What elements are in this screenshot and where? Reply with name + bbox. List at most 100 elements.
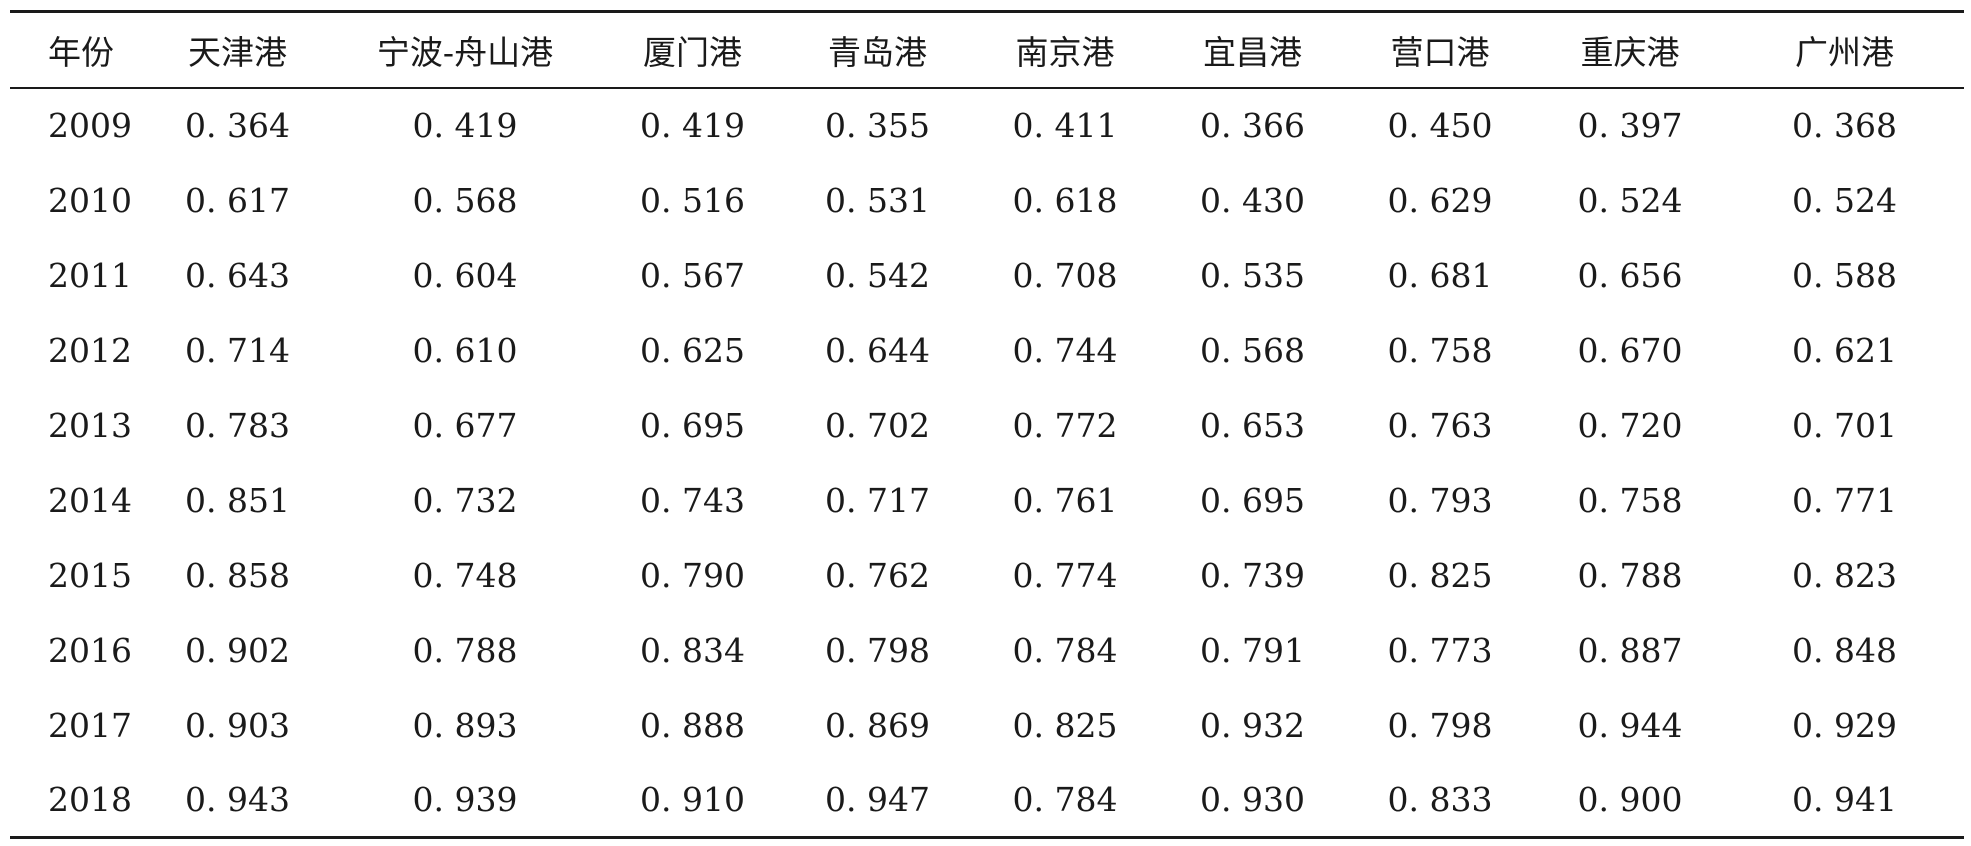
cell-yichang: 0. 430: [1200, 180, 1305, 220]
cell-nanjing: 0. 825: [1012, 705, 1118, 745]
header-row: 年份 天津港 宁波-舟山港 厦门港 青岛港 南京港 宜昌港 营口港 重庆港 广州…: [10, 11, 1964, 88]
cell-guangzhou: 0. 368: [1792, 106, 1897, 145]
cell-year: 2015: [48, 555, 132, 595]
cell-nanjing: 0. 784: [1012, 779, 1118, 819]
cell-guangzhou: 0. 588: [1792, 255, 1897, 295]
cell-year: 2017: [48, 705, 132, 745]
table-row: 2009 0. 364 0. 419 0. 419 0. 355 0. 411 0. 366…: [10, 88, 1964, 163]
cell-nanjing: 0. 774: [1012, 555, 1118, 595]
cell-nanjing: 0. 784: [1012, 630, 1118, 670]
cell-year: 2012: [48, 330, 132, 370]
cell-xiamen: 0. 695: [640, 405, 745, 445]
cell-nanjing: 0. 411: [1012, 106, 1118, 145]
cell-xiamen: 0. 834: [640, 630, 745, 670]
cell-xiamen: 0. 743: [640, 480, 745, 520]
data-table-container: 年份 天津港 宁波-舟山港 厦门港 青岛港 南京港 宜昌港 营口港 重庆港 广州…: [10, 10, 1964, 839]
cell-qingdao: 0. 644: [825, 330, 930, 370]
table-header: 年份 天津港 宁波-舟山港 厦门港 青岛港 南京港 宜昌港 营口港 重庆港 广州…: [10, 11, 1964, 88]
cell-yingkou: 0. 833: [1387, 779, 1493, 819]
cell-yingkou: 0. 793: [1387, 480, 1493, 520]
cell-guangzhou: 0. 621: [1792, 330, 1897, 370]
cell-nanjing: 0. 744: [1012, 330, 1118, 370]
cell-qingdao: 0. 762: [825, 555, 930, 595]
cell-ningbo-zhoushan: 0. 732: [412, 480, 518, 520]
cell-ningbo-zhoushan: 0. 748: [412, 555, 518, 595]
header-cell-nanjing: 南京港: [1015, 32, 1115, 72]
cell-year: 2014: [48, 480, 132, 520]
cell-chongqing: 0. 720: [1577, 405, 1683, 445]
cell-chongqing: 0. 758: [1577, 480, 1683, 520]
cell-xiamen: 0. 625: [640, 330, 745, 370]
cell-yingkou: 0. 763: [1387, 405, 1493, 445]
cell-yichang: 0. 366: [1200, 106, 1305, 145]
header-cell-yingkou: 营口港: [1390, 32, 1490, 72]
table-row: 2013 0. 783 0. 677 0. 695 0. 702 0. 772 0. 653…: [10, 388, 1964, 463]
cell-nanjing: 0. 618: [1012, 180, 1118, 220]
table-row: 2014 0. 851 0. 732 0. 743 0. 717 0. 761 0. 695…: [10, 463, 1964, 538]
cell-tianjin: 0. 903: [185, 705, 290, 745]
cell-chongqing: 0. 944: [1577, 705, 1683, 745]
cell-qingdao: 0. 798: [825, 630, 930, 670]
table-row: 2010 0. 617 0. 568 0. 516 0. 531 0. 618 0. 430…: [10, 163, 1964, 238]
cell-tianjin: 0. 783: [185, 405, 290, 445]
cell-chongqing: 0. 887: [1577, 630, 1683, 670]
cell-chongqing: 0. 670: [1577, 330, 1683, 370]
cell-chongqing: 0. 397: [1577, 106, 1683, 145]
cell-xiamen: 0. 419: [640, 106, 745, 145]
cell-qingdao: 0. 702: [825, 405, 930, 445]
cell-xiamen: 0. 910: [640, 779, 745, 819]
header-cell-tianjin: 天津港: [188, 32, 287, 72]
cell-yichang: 0. 535: [1200, 255, 1305, 295]
cell-nanjing: 0. 772: [1012, 405, 1118, 445]
cell-guangzhou: 0. 941: [1792, 779, 1897, 819]
cell-yingkou: 0. 825: [1387, 555, 1493, 595]
cell-yingkou: 0. 798: [1387, 705, 1493, 745]
header-cell-year: 年份: [48, 32, 114, 72]
cell-ningbo-zhoushan: 0. 568: [412, 180, 518, 220]
cell-guangzhou: 0. 929: [1792, 705, 1897, 745]
cell-ningbo-zhoushan: 0. 788: [412, 630, 518, 670]
cell-ningbo-zhoushan: 0. 419: [412, 106, 518, 145]
cell-tianjin: 0. 714: [185, 330, 290, 370]
cell-year: 2010: [48, 180, 132, 220]
cell-guangzhou: 0. 701: [1792, 405, 1897, 445]
header-cell-qingdao: 青岛港: [828, 32, 927, 72]
table-body: 2009 0. 364 0. 419 0. 419 0. 355 0. 411 0. 366…: [10, 88, 1964, 838]
cell-xiamen: 0. 516: [640, 180, 745, 220]
cell-yichang: 0. 695: [1200, 480, 1305, 520]
table-row: 2018 0. 943 0. 939 0. 910 0. 947 0. 784 0. 930…: [10, 763, 1964, 838]
cell-guangzhou: 0. 823: [1792, 555, 1897, 595]
cell-yingkou: 0. 773: [1387, 630, 1493, 670]
cell-xiamen: 0. 790: [640, 555, 745, 595]
port-efficiency-table: 年份 天津港 宁波-舟山港 厦门港 青岛港 南京港 宜昌港 营口港 重庆港 广州…: [10, 10, 1964, 839]
cell-qingdao: 0. 947: [825, 779, 930, 819]
cell-year: 2018: [48, 779, 132, 819]
cell-ningbo-zhoushan: 0. 604: [412, 255, 518, 295]
cell-qingdao: 0. 717: [825, 480, 930, 520]
cell-yichang: 0. 739: [1200, 555, 1305, 595]
table-row: 2016 0. 902 0. 788 0. 834 0. 798 0. 784 0. 791…: [10, 613, 1964, 688]
header-cell-chongqing: 重庆港: [1580, 32, 1680, 72]
cell-tianjin: 0. 364: [185, 106, 290, 145]
cell-yingkou: 0. 629: [1387, 180, 1493, 220]
cell-guangzhou: 0. 771: [1792, 480, 1897, 520]
cell-qingdao: 0. 531: [825, 180, 930, 220]
cell-xiamen: 0. 567: [640, 255, 745, 295]
cell-qingdao: 0. 542: [825, 255, 930, 295]
cell-yichang: 0. 932: [1200, 705, 1305, 745]
cell-yingkou: 0. 450: [1387, 106, 1493, 145]
cell-nanjing: 0. 761: [1012, 480, 1118, 520]
cell-ningbo-zhoushan: 0. 893: [412, 705, 518, 745]
cell-chongqing: 0. 656: [1577, 255, 1683, 295]
table-row: 2012 0. 714 0. 610 0. 625 0. 644 0. 744 0. 568…: [10, 313, 1964, 388]
header-cell-yichang: 宜昌港: [1203, 32, 1302, 72]
cell-chongqing: 0. 788: [1577, 555, 1683, 595]
cell-yichang: 0. 791: [1200, 630, 1305, 670]
cell-tianjin: 0. 851: [185, 480, 290, 520]
cell-chongqing: 0. 524: [1577, 180, 1683, 220]
header-cell-xiamen: 厦门港: [643, 32, 742, 72]
cell-ningbo-zhoushan: 0. 610: [412, 330, 518, 370]
cell-year: 2009: [48, 106, 132, 145]
cell-yichang: 0. 653: [1200, 405, 1305, 445]
cell-year: 2011: [48, 255, 132, 295]
